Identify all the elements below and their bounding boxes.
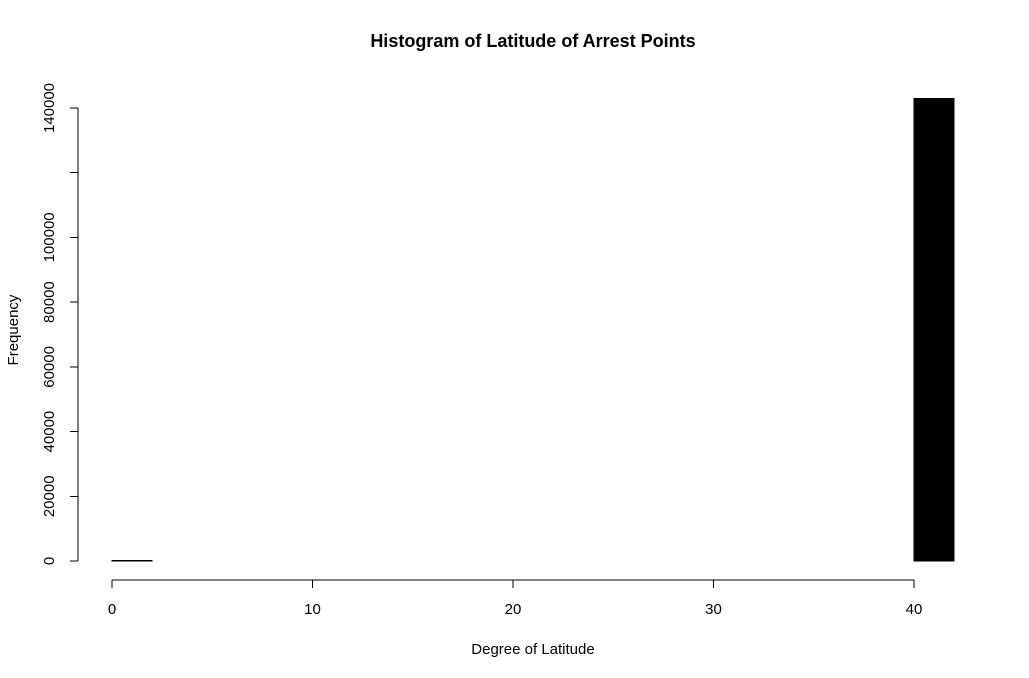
y-tick-label-2: 40000 — [41, 411, 58, 453]
x-tick-label-1: 10 — [304, 601, 321, 618]
x-tick-label-4: 40 — [906, 601, 923, 618]
y-tick-label-7: 140000 — [41, 83, 58, 133]
y-tick-label-5: 100000 — [41, 212, 58, 262]
y-axis: 0 20000 40000 60000 80000 100000 140000 — [41, 83, 79, 565]
histogram-bar-0 — [111, 559, 153, 562]
y-tick-label-0: 0 — [41, 557, 58, 565]
x-tick-label-2: 20 — [505, 601, 522, 618]
x-axis: 0 10 20 30 40 — [108, 579, 923, 618]
histogram-bars — [111, 97, 955, 562]
chart-title: Histogram of Latitude of Arrest Points — [370, 31, 695, 51]
histogram-bar-20 — [913, 97, 955, 562]
x-axis-label: Degree of Latitude — [471, 641, 594, 658]
x-tick-label-0: 0 — [108, 601, 116, 618]
y-axis-label: Frequency — [5, 294, 22, 365]
y-tick-label-3: 60000 — [41, 346, 58, 388]
y-tick-label-1: 20000 — [41, 475, 58, 517]
x-tick-label-3: 30 — [705, 601, 722, 618]
y-tick-label-4: 80000 — [41, 281, 58, 323]
